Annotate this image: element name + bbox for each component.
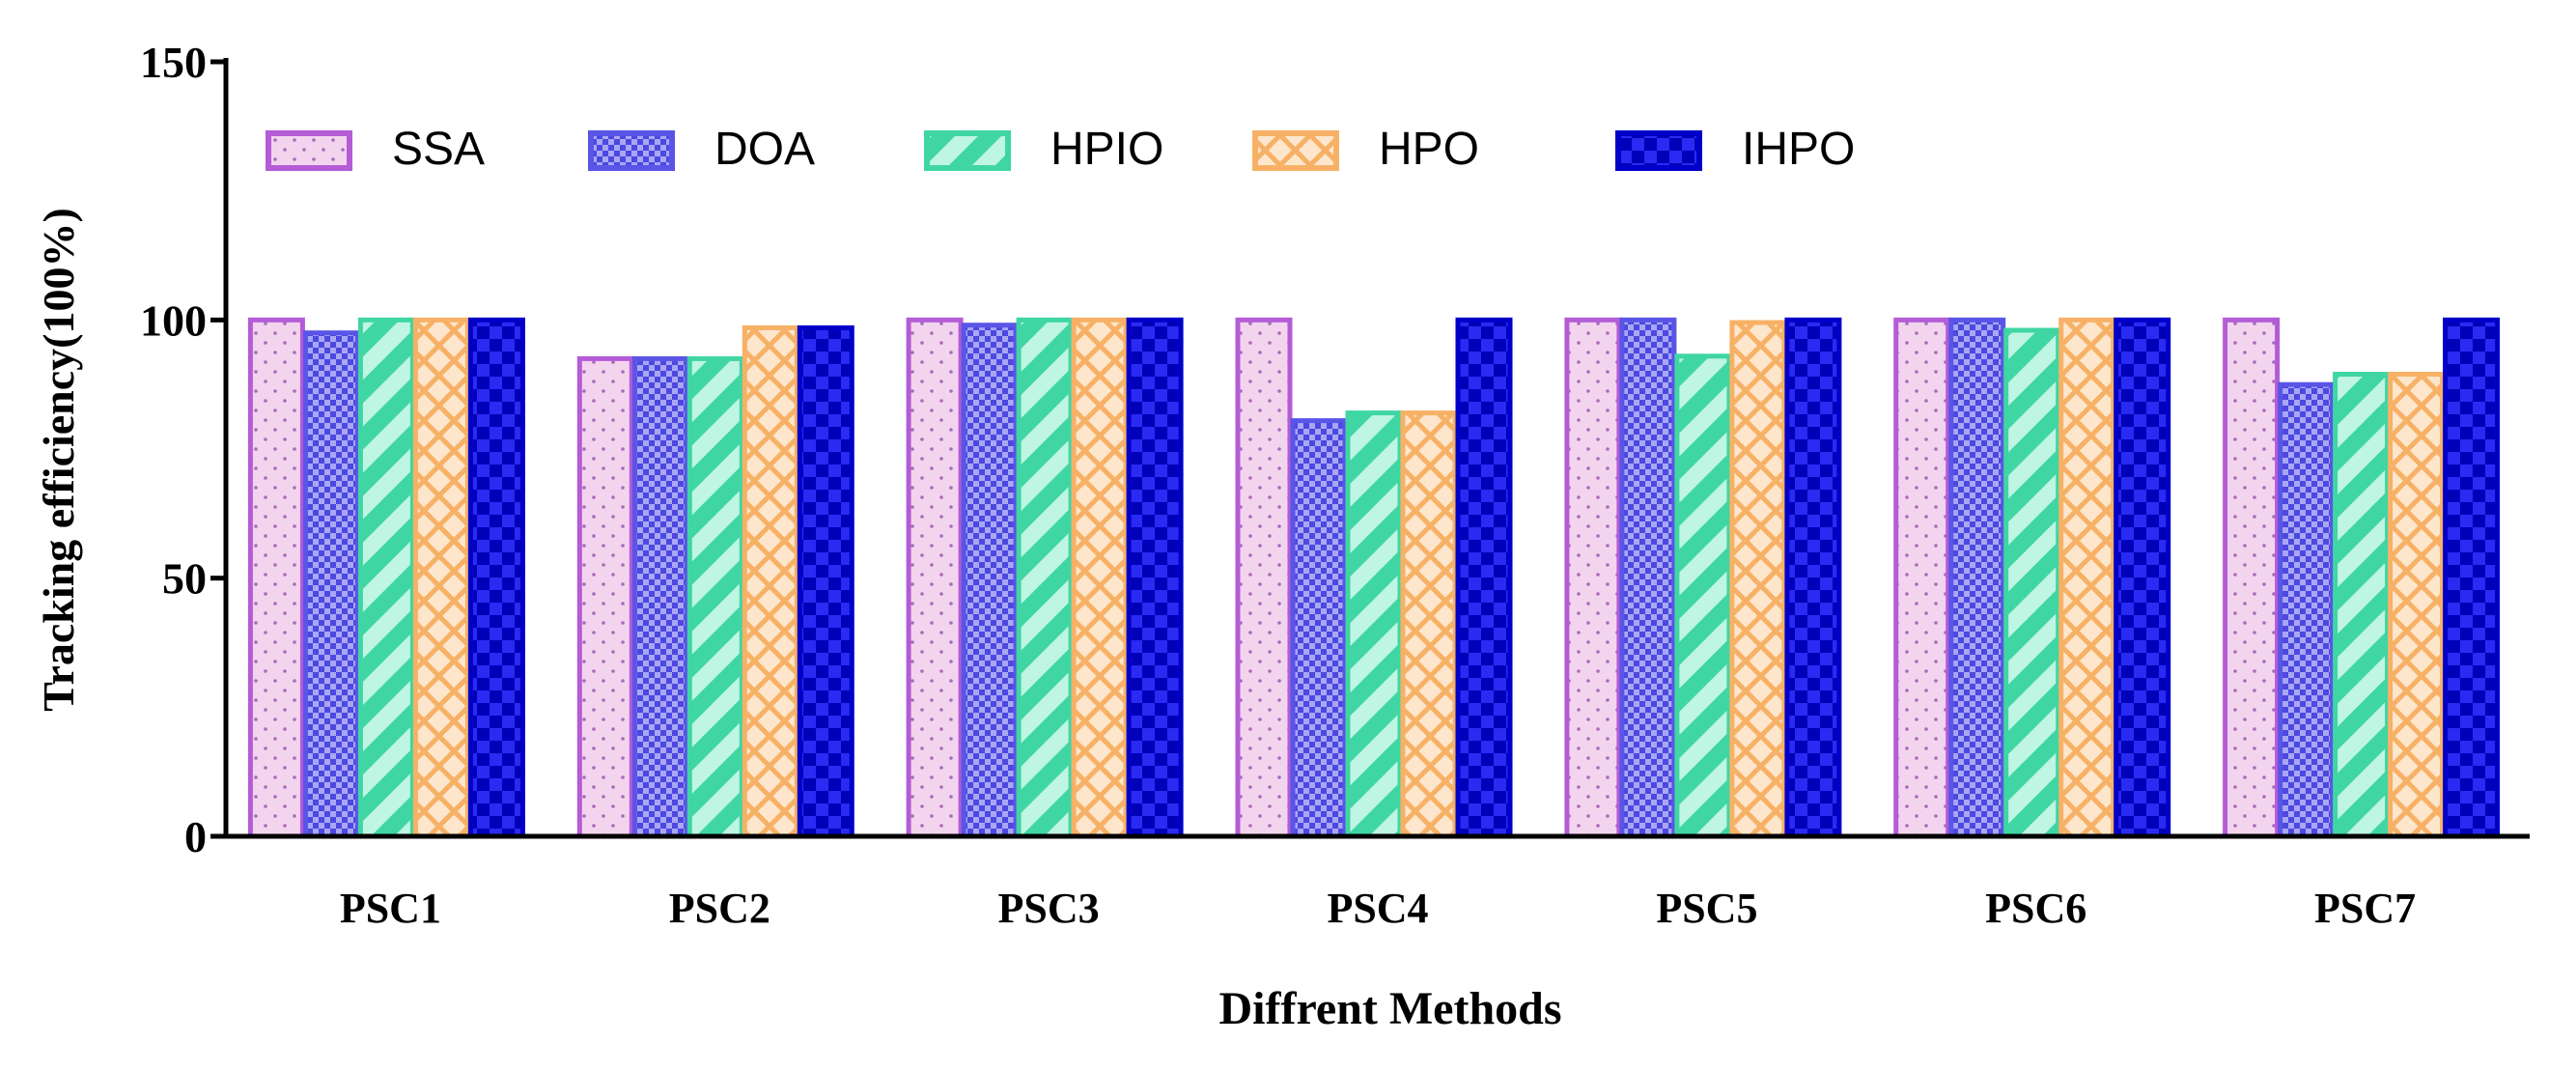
legend-label-doa: DOA [714, 124, 815, 175]
bar-hpio-psc7 [2333, 372, 2391, 839]
x-axis-title: Diffrent Methods [1218, 983, 1561, 1034]
x-tick-label: PSC5 [1656, 885, 1757, 932]
legend-label-hpo: HPO [1379, 124, 1479, 175]
x-tick-label: PSC4 [1327, 885, 1428, 932]
bar-doa-psc7 [2278, 381, 2336, 839]
bar-hpo-psc3 [1071, 317, 1129, 839]
bar-ssa-psc5 [1564, 317, 1622, 839]
bar-ihpo-psc7 [2443, 317, 2501, 839]
y-tick-label: 150 [140, 38, 207, 87]
bar-ssa-psc6 [1893, 317, 1951, 839]
legend-swatch-ihpo [1615, 130, 1702, 171]
x-tick-label: PSC6 [1985, 885, 2086, 932]
legend-label-ssa: SSA [392, 124, 485, 175]
plot-area: PSC1 PSC2 PSC3 PSC4 PSC5 PSC6 PSC7 0 50 100 150 [140, 38, 2530, 932]
legend-label-ihpo: IHPO [1742, 124, 1855, 175]
x-tick-label: PSC3 [998, 885, 1100, 932]
y-axis-title: Tracking efficiency(100%) [34, 208, 83, 712]
bar-ssa-psc2 [576, 355, 634, 839]
legend: SSA DOA HPIO HPO IHPO [266, 124, 1855, 175]
x-tick-label: PSC7 [2314, 885, 2416, 932]
legend-swatch-ssa [266, 130, 352, 171]
bar-doa-psc6 [1948, 317, 2006, 839]
bar-hpo-psc1 [412, 317, 470, 839]
bar-doa-psc4 [1290, 418, 1348, 839]
legend-swatch-hpio [924, 130, 1011, 171]
bar-hpio-psc5 [1674, 353, 1732, 839]
x-tick-label: PSC1 [340, 885, 441, 932]
bar-hpo-psc7 [2388, 372, 2446, 839]
bar-ihpo-psc4 [1455, 317, 1513, 839]
bar-doa-psc5 [1619, 317, 1677, 839]
bar-hpio-psc3 [1016, 317, 1074, 839]
legend-swatch-hpo [1252, 130, 1339, 171]
bar-ssa-psc4 [1235, 317, 1293, 839]
bar-hpo-psc2 [742, 324, 799, 839]
bar-hpio-psc1 [357, 317, 415, 839]
bar-ssa-psc7 [2223, 317, 2281, 839]
legend-swatch-doa [588, 130, 675, 171]
bar-hpo-psc5 [1729, 320, 1787, 839]
bar-ihpo-psc5 [1784, 317, 1842, 839]
bar-hpio-psc4 [1345, 410, 1403, 839]
bar-ihpo-psc2 [797, 324, 854, 839]
bar-hpo-psc4 [1400, 410, 1458, 839]
bar-ssa-psc1 [247, 317, 305, 839]
bar-hpio-psc6 [2003, 327, 2061, 839]
bar-ihpo-psc1 [467, 317, 525, 839]
bar-doa-psc3 [961, 323, 1019, 839]
bar-hpio-psc2 [686, 355, 744, 839]
bar-doa-psc2 [631, 355, 689, 839]
bar-ihpo-psc3 [1126, 317, 1184, 839]
bar-ssa-psc3 [906, 317, 964, 839]
y-tick-label: 50 [162, 554, 207, 604]
legend-label-hpio: HPIO [1050, 124, 1163, 175]
x-tick-label: PSC2 [669, 885, 770, 932]
y-tick-label: 0 [184, 812, 207, 861]
y-tick-label: 100 [140, 296, 207, 345]
bar-doa-psc1 [302, 330, 360, 839]
bar-ihpo-psc6 [2114, 317, 2171, 839]
bar-hpo-psc6 [2058, 317, 2116, 839]
